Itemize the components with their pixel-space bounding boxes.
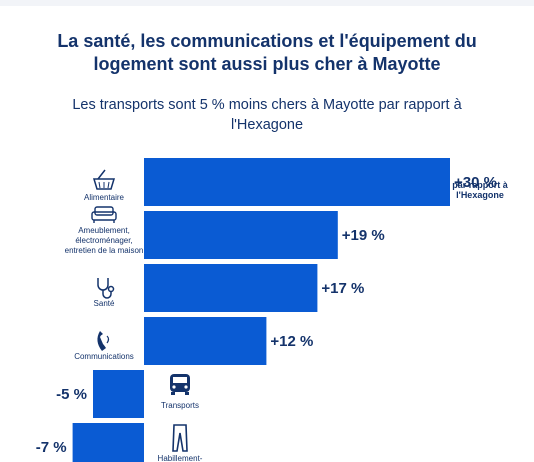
value-label-3: +12 % [270,333,313,350]
bar-1 [144,211,338,259]
category-label-1-1: électroménager, [75,236,132,245]
chart-title: La santé, les communications et l'équipe… [57,31,477,74]
value-label-2: +17 % [321,280,364,297]
bar-2 [144,264,318,312]
phone-icon [97,331,110,351]
bar-3 [144,317,267,365]
category-label-3-0: Communications [74,352,134,361]
category-label-1-0: Ameublement, [78,226,130,235]
top-band [0,0,534,6]
chart-subtitle: Les transports sont 5 % moins chers à Ma… [72,97,462,133]
bar-5 [72,423,144,462]
bar-4 [93,370,144,418]
stethoscope-icon [97,278,115,299]
sofa-icon [91,206,117,223]
value-label-4: -5 % [56,386,87,403]
shopping-basket-icon [92,169,116,190]
trousers-icon [172,424,188,452]
annotation-line-1: l'Hexagone [456,190,504,200]
category-label-1-2: entretien de la maison [65,246,144,255]
value-label-5: -7 % [36,439,67,456]
category-label-5-0: Habillement- [158,454,203,462]
value-label-0: +30 % [454,174,497,191]
category-label-2-0: Santé [94,299,115,308]
bar-0 [144,158,450,206]
category-label-0-0: Alimentaire [84,193,125,202]
value-label-1: +19 % [342,227,385,244]
annotation-line-0: par rapport à [452,180,509,190]
category-label-4-0: Transports [161,401,199,410]
bus-icon [170,374,190,395]
